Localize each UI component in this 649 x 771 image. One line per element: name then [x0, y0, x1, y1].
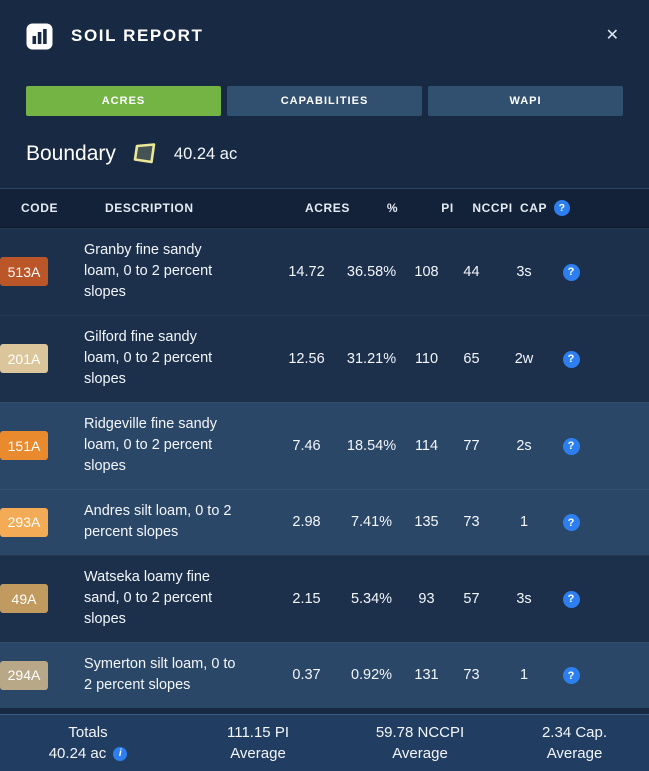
table-row: 294A Symerton silt loam, 0 to 2 percent …: [0, 642, 649, 708]
table-row: 513A Granby fine sandy loam, 0 to 2 perc…: [0, 228, 649, 315]
boundary-polygon-icon: [132, 142, 158, 166]
pi-value: 108: [414, 263, 439, 280]
cap-value: 2w: [514, 350, 534, 367]
soil-code-badge: 293A: [0, 507, 48, 537]
boundary-label: Boundary: [26, 142, 116, 165]
nccpi-average-label: Average: [392, 745, 448, 762]
nccpi-value: 44: [463, 263, 480, 280]
soil-description: Symerton silt loam, 0 to 2 percent slope…: [84, 656, 236, 693]
totals-label: Totals: [68, 724, 108, 741]
soil-code-badge: 294A: [0, 660, 48, 690]
acres-value: 14.72: [288, 263, 325, 280]
table-row: 293A Andres silt loam, 0 to 2 percent sl…: [0, 489, 649, 555]
soil-code-badge: 513A: [0, 257, 48, 286]
acres-value: 7.46: [292, 437, 321, 454]
tab-bar: ACRES CAPABILITIES WAPI: [26, 86, 623, 116]
cap-help-icon[interactable]: ?: [554, 200, 570, 216]
soil-description: Granby fine sandy loam, 0 to 2 percent s…: [84, 242, 213, 300]
row-help-icon[interactable]: ?: [562, 590, 580, 608]
col-header-percent: %: [386, 201, 399, 215]
totals-group: Totals 40.24 ac i: [0, 722, 176, 764]
totals-acreage: 40.24 ac: [48, 745, 107, 762]
soil-code-badge: 151A: [0, 431, 48, 460]
table-header-row: CODE DESCRIPTION ACRES % PI NCCPI CAP ?: [0, 188, 649, 228]
cap-average-value: 2.34 Cap.: [541, 724, 608, 741]
cap-value: 3s: [516, 263, 532, 280]
percent-value: 31.21%: [346, 350, 397, 367]
nccpi-average-value: 59.78 NCCPI: [375, 724, 465, 741]
cap-value: 2s: [516, 437, 532, 454]
soil-table: CODE DESCRIPTION ACRES % PI NCCPI CAP ? …: [0, 188, 649, 714]
percent-value: 36.58%: [346, 263, 397, 280]
pi-average-label: Average: [230, 745, 286, 762]
pi-value: 93: [418, 590, 435, 607]
tab-acres[interactable]: ACRES: [26, 86, 221, 116]
cap-value: 1: [519, 514, 529, 530]
cap-average-label: Average: [546, 745, 603, 762]
soil-code-badge: 49A: [0, 584, 48, 613]
page-title: SOIL REPORT: [71, 26, 204, 45]
percent-value: 5.34%: [350, 590, 393, 607]
cap-value: 1: [519, 667, 529, 683]
row-help-icon[interactable]: ?: [562, 350, 580, 368]
totals-footer: Totals 40.24 ac i 111.15 PI Average 59.7…: [0, 714, 649, 771]
boundary-acreage: 40.24 ac: [173, 144, 238, 163]
acres-value: 2.15: [292, 590, 321, 607]
pi-value: 110: [414, 350, 439, 367]
col-header-nccpi: NCCPI: [472, 201, 513, 215]
percent-value: 18.54%: [346, 437, 397, 454]
pi-average-group: 111.15 PI Average: [176, 722, 340, 764]
nccpi-average-group: 59.78 NCCPI Average: [340, 722, 500, 764]
pi-value: 114: [414, 437, 439, 454]
table-row: 151A Ridgeville fine sandy loam, 0 to 2 …: [0, 402, 649, 489]
col-header-cap-label: CAP: [520, 201, 548, 215]
soil-description: Ridgeville fine sandy loam, 0 to 2 perce…: [84, 416, 217, 474]
tab-wapi[interactable]: WAPI: [428, 86, 623, 116]
col-header-pi: PI: [441, 201, 454, 215]
pi-average-value: 111.15 PI: [227, 724, 289, 741]
col-header-description: DESCRIPTION: [105, 201, 194, 215]
nccpi-value: 77: [463, 437, 480, 454]
panel-header: SOIL REPORT ✕: [0, 0, 649, 72]
col-header-code: CODE: [21, 201, 59, 215]
col-header-acres: ACRES: [304, 201, 350, 215]
nccpi-value: 73: [463, 667, 480, 683]
acres-value: 0.37: [292, 667, 321, 683]
percent-value: 7.41%: [350, 514, 393, 530]
boundary-summary: Boundary 40.24 ac: [26, 142, 623, 166]
soil-description: Andres silt loam, 0 to 2 percent slopes: [84, 503, 232, 540]
close-icon[interactable]: ✕: [605, 27, 619, 44]
soil-description: Watseka loamy fine sand, 0 to 2 percent …: [84, 569, 213, 627]
row-help-icon[interactable]: ?: [562, 437, 580, 455]
table-row: 201A Gilford fine sandy loam, 0 to 2 per…: [0, 315, 649, 402]
soil-description: Gilford fine sandy loam, 0 to 2 percent …: [84, 329, 213, 387]
acres-value: 2.98: [292, 514, 321, 530]
nccpi-value: 73: [463, 514, 480, 530]
percent-value: 0.92%: [350, 667, 393, 683]
pi-value: 135: [414, 514, 439, 530]
tab-capabilities[interactable]: CAPABILITIES: [227, 86, 422, 116]
nccpi-value: 65: [463, 350, 480, 367]
row-help-icon[interactable]: ?: [562, 263, 580, 281]
acres-value: 12.56: [288, 350, 325, 367]
nccpi-value: 57: [463, 590, 480, 607]
info-icon[interactable]: i: [113, 746, 128, 761]
row-help-icon[interactable]: ?: [562, 514, 580, 532]
cap-average-group: 2.34 Cap. Average: [500, 722, 649, 764]
cap-value: 3s: [516, 590, 532, 607]
row-help-icon[interactable]: ?: [562, 667, 580, 685]
table-row: 49A Watseka loamy fine sand, 0 to 2 perc…: [0, 555, 649, 642]
bar-chart-icon: [26, 23, 53, 50]
soil-code-badge: 201A: [0, 344, 48, 373]
pi-value: 131: [414, 667, 439, 683]
col-header-cap: CAP ?: [520, 200, 570, 216]
